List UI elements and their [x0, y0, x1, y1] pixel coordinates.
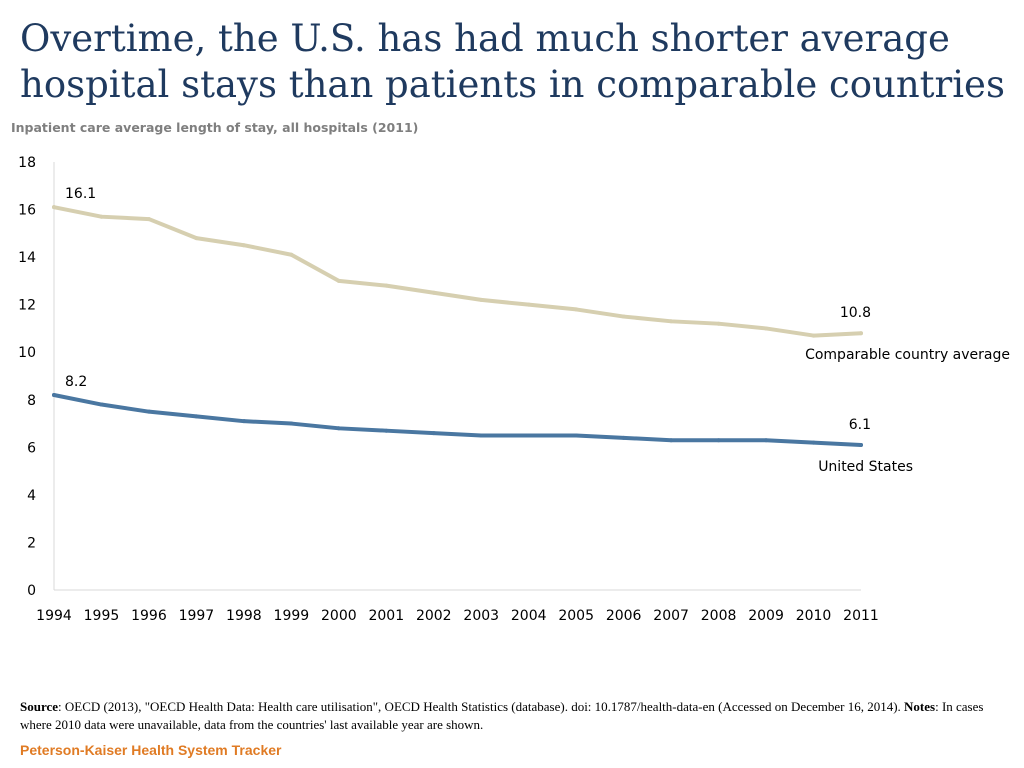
line-chart: 0 2 4 6 8 10 12 14 16 18 1994 1995 1996 1997 1998 1999 2… — [18, 155, 1010, 624]
data-point-united-states — [289, 421, 294, 426]
y-tick-label: 6 — [27, 440, 36, 456]
data-point-comparable-country-average — [859, 331, 863, 336]
data-point-united-states — [811, 440, 816, 445]
x-tick-label: 1994 — [36, 608, 72, 624]
source-note: Source: OECD (2013), "OECD Health Data: … — [20, 698, 1010, 734]
data-point-comparable-country-average — [764, 326, 769, 331]
x-tick-label: 2011 — [843, 608, 879, 624]
data-point-united-states — [384, 428, 389, 433]
data-point-comparable-country-average — [479, 297, 484, 302]
y-tick-label: 8 — [27, 393, 36, 409]
data-point-comparable-country-average — [336, 278, 341, 283]
data-point-united-states — [526, 433, 531, 438]
x-tick-label: 2004 — [511, 608, 547, 624]
data-point-comparable-country-average — [146, 217, 151, 222]
data-point-united-states — [479, 433, 484, 438]
data-point-united-states — [764, 438, 769, 443]
series-name-label-united-states: United States — [818, 459, 913, 475]
data-point-comparable-country-average — [431, 290, 436, 295]
chart-subtitle: Inpatient care average length of stay, a… — [11, 120, 419, 135]
y-tick-label: 14 — [18, 250, 36, 266]
x-tick-label: 2003 — [463, 608, 499, 624]
x-tick-label: 1998 — [226, 608, 262, 624]
y-tick-label: 12 — [18, 298, 36, 314]
data-point-united-states — [859, 442, 863, 447]
x-tick-label: 2005 — [558, 608, 594, 624]
data-point-united-states — [52, 393, 56, 398]
x-tick-label: 2002 — [416, 608, 452, 624]
data-point-comparable-country-average — [241, 243, 246, 248]
y-tick-label: 2 — [27, 535, 36, 551]
x-tick-label: 2000 — [321, 608, 357, 624]
x-tick-label: 2006 — [606, 608, 642, 624]
data-point-united-states — [716, 438, 721, 443]
data-point-comparable-country-average — [194, 236, 199, 241]
chart-title: Overtime, the U.S. has had much shorter … — [20, 17, 1005, 106]
start-value-label-comparable-country-average: 16.1 — [65, 186, 96, 202]
x-tick-label: 2010 — [796, 608, 832, 624]
data-point-united-states — [621, 435, 626, 440]
data-point-united-states — [99, 402, 104, 407]
x-tick-label: 1995 — [84, 608, 120, 624]
series-name-label-comparable-country-average: Comparable country average — [805, 347, 1010, 363]
notes-label: Notes — [904, 699, 936, 714]
x-tick-label: 2007 — [653, 608, 689, 624]
data-point-united-states — [431, 431, 436, 436]
data-point-comparable-country-average — [811, 333, 816, 338]
end-value-label-comparable-country-average: 10.8 — [840, 305, 871, 321]
data-point-comparable-country-average — [289, 252, 294, 257]
series-line-comparable-country-average — [52, 205, 863, 338]
data-point-comparable-country-average — [526, 302, 531, 307]
x-tick-label: 1996 — [131, 608, 167, 624]
data-point-comparable-country-average — [384, 283, 389, 288]
source-label: Source — [20, 699, 59, 714]
x-tick-label: 2001 — [368, 608, 404, 624]
source-text: : OECD (2013), "OECD Health Data: Health… — [58, 699, 905, 714]
data-point-united-states — [574, 433, 579, 438]
y-tick-label: 10 — [18, 345, 36, 361]
data-point-united-states — [241, 419, 246, 424]
series-line-united-states — [52, 393, 863, 447]
data-point-united-states — [669, 438, 674, 443]
data-point-comparable-country-average — [52, 205, 56, 210]
data-point-comparable-country-average — [716, 321, 721, 326]
brand-logo-text: Peterson-Kaiser Health System Tracker — [20, 742, 282, 758]
x-tick-label: 2009 — [748, 608, 784, 624]
x-tick-label: 1997 — [179, 608, 215, 624]
data-point-united-states — [336, 426, 341, 431]
start-value-label-united-states: 8.2 — [65, 374, 87, 390]
x-tick-label: 2008 — [701, 608, 737, 624]
data-point-comparable-country-average — [99, 214, 104, 219]
data-point-united-states — [146, 409, 151, 414]
data-point-comparable-country-average — [621, 314, 626, 319]
notes-text: : In cases where 2010 data were unavaila… — [20, 699, 984, 732]
data-point-comparable-country-average — [574, 307, 579, 312]
y-tick-label: 4 — [27, 488, 36, 504]
end-value-label-united-states: 6.1 — [849, 417, 871, 433]
data-point-united-states — [194, 414, 199, 419]
y-tick-label: 16 — [18, 203, 36, 219]
y-tick-label: 18 — [18, 155, 36, 171]
y-tick-label: 0 — [27, 583, 36, 599]
x-tick-label: 1999 — [274, 608, 310, 624]
data-point-comparable-country-average — [669, 319, 674, 324]
